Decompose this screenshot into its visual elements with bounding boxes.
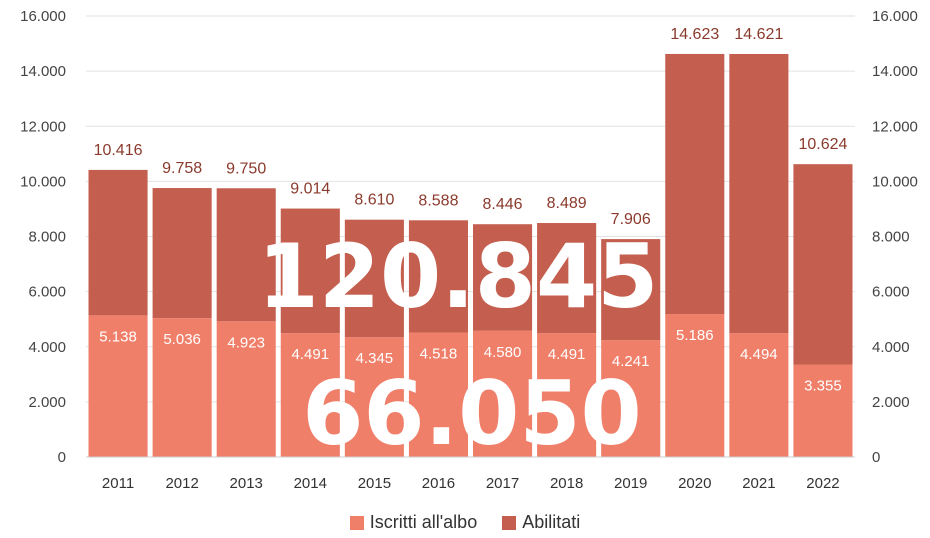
data-label-iscritti-2016: 4.518 bbox=[420, 345, 458, 362]
legend: Iscritti all'albo Abilitati bbox=[0, 512, 930, 535]
y-tick-label-right: 12.000 bbox=[872, 118, 918, 135]
bar-abilitati-2018 bbox=[537, 223, 597, 334]
bar-abilitati-2019 bbox=[601, 239, 661, 341]
y-tick-label-right: 6.000 bbox=[872, 284, 910, 301]
legend-item-iscritti: Iscritti all'albo bbox=[349, 512, 478, 533]
y-tick-label-left: 10.000 bbox=[20, 173, 66, 190]
bars: 5.138 10.416 5.036 9.758 4.923 9.750 4.491 9.01… bbox=[88, 26, 853, 457]
y-axis-left: 0 2.000 4.000 6.000 8.000 10.000 12.000 14.000 1… bbox=[20, 8, 66, 466]
bar-iscritti-2021 bbox=[729, 333, 789, 457]
bar-iscritti-2020 bbox=[665, 314, 725, 457]
bar-abilitati-2014 bbox=[280, 208, 340, 334]
y-tick-label-left: 12.000 bbox=[20, 118, 66, 135]
legend-swatch-iscritti bbox=[349, 515, 364, 530]
data-label-iscritti-2020: 5.186 bbox=[676, 327, 714, 344]
y-tick-label-left: 8.000 bbox=[28, 229, 66, 246]
data-label-total-2014: 9.014 bbox=[290, 181, 330, 198]
x-tick-label-2014: 2014 bbox=[294, 475, 327, 492]
y-tick-label-right: 4.000 bbox=[872, 339, 910, 356]
data-label-iscritti-2014: 4.491 bbox=[292, 346, 330, 363]
bar-iscritti-2014 bbox=[280, 333, 340, 457]
x-tick-label-2011: 2011 bbox=[102, 475, 134, 492]
data-label-iscritti-2015: 4.345 bbox=[356, 350, 394, 367]
y-tick-label-left: 4.000 bbox=[28, 339, 66, 356]
y-tick-label-right: 10.000 bbox=[872, 173, 918, 190]
bar-iscritti-2011 bbox=[88, 315, 148, 457]
data-label-iscritti-2012: 5.036 bbox=[163, 331, 201, 348]
data-label-iscritti-2022: 3.355 bbox=[804, 378, 842, 395]
bar-abilitati-2015 bbox=[344, 219, 404, 338]
bar-iscritti-2012 bbox=[152, 318, 212, 457]
y-tick-label-left: 0 bbox=[58, 449, 66, 466]
x-tick-label-2018: 2018 bbox=[550, 475, 583, 492]
x-axis: 2011 2012 2013 2014 2015 2016 2017 2018 2019 2020… bbox=[86, 456, 855, 492]
bar-abilitati-2022 bbox=[793, 164, 853, 365]
bar-abilitati-2012 bbox=[152, 188, 212, 319]
bar-iscritti-2022 bbox=[793, 364, 853, 457]
bar-iscritti-2015 bbox=[344, 337, 404, 457]
legend-item-abilitati: Abilitati bbox=[502, 512, 580, 533]
data-label-iscritti-2013: 4.923 bbox=[227, 334, 265, 351]
data-label-iscritti-2021: 4.494 bbox=[740, 346, 778, 363]
overlay-total-abilitati: 120.845 bbox=[258, 225, 659, 328]
data-label-total-2020: 14.623 bbox=[670, 26, 719, 43]
x-tick-label-2022: 2022 bbox=[806, 475, 839, 492]
legend-swatch-abilitati bbox=[502, 515, 517, 530]
y-tick-label-left: 16.000 bbox=[20, 8, 66, 25]
data-label-iscritti-2011: 5.138 bbox=[99, 328, 137, 345]
bar-iscritti-2017 bbox=[473, 330, 533, 457]
gridlines bbox=[86, 15, 855, 458]
bar-iscritti-2013 bbox=[216, 321, 276, 457]
data-label-total-2018: 8.489 bbox=[547, 195, 587, 212]
bar-iscritti-2019 bbox=[601, 340, 661, 457]
x-tick-label-2012: 2012 bbox=[165, 475, 198, 492]
data-label-iscritti-2019: 4.241 bbox=[612, 353, 650, 370]
y-tick-label-right: 2.000 bbox=[872, 394, 910, 411]
bar-iscritti-2018 bbox=[537, 333, 597, 457]
data-label-total-2016: 8.588 bbox=[418, 192, 458, 209]
x-tick-label-2020: 2020 bbox=[678, 475, 711, 492]
bar-iscritti-2016 bbox=[408, 332, 468, 457]
y-axis-right: 0 2.000 4.000 6.000 8.000 10.000 12.000 14.000 1… bbox=[872, 8, 918, 466]
x-tick-label-2015: 2015 bbox=[358, 475, 391, 492]
bar-abilitati-2017 bbox=[473, 224, 533, 331]
data-label-total-2021: 14.621 bbox=[734, 26, 783, 43]
data-label-total-2019: 7.906 bbox=[611, 211, 651, 228]
bar-abilitati-2011 bbox=[88, 169, 148, 316]
data-label-iscritti-2017: 4.580 bbox=[484, 344, 522, 361]
bar-abilitati-2021 bbox=[729, 54, 789, 334]
y-tick-label-right: 8.000 bbox=[872, 229, 910, 246]
x-tick-label-2019: 2019 bbox=[614, 475, 647, 492]
bar-abilitati-2020 bbox=[665, 53, 725, 315]
y-tick-label-right: 0 bbox=[872, 449, 880, 466]
x-tick-label-2016: 2016 bbox=[422, 475, 455, 492]
legend-label-abilitati: Abilitati bbox=[522, 512, 581, 532]
bar-abilitati-2013 bbox=[216, 188, 276, 322]
overlay-total-iscritti: 66.050 bbox=[302, 362, 642, 465]
data-label-total-2017: 8.446 bbox=[483, 196, 523, 213]
data-label-iscritti-2018: 4.491 bbox=[548, 346, 586, 363]
x-tick-label-2021: 2021 bbox=[742, 475, 775, 492]
x-tick-label-2017: 2017 bbox=[486, 475, 519, 492]
data-label-total-2012: 9.758 bbox=[162, 160, 202, 177]
data-label-total-2011: 10.416 bbox=[94, 142, 143, 159]
y-tick-label-right: 14.000 bbox=[872, 63, 918, 80]
y-tick-label-left: 2.000 bbox=[28, 394, 66, 411]
y-tick-label-right: 16.000 bbox=[872, 8, 918, 25]
x-tick-label-2013: 2013 bbox=[230, 475, 263, 492]
data-label-total-2013: 9.750 bbox=[226, 160, 266, 177]
legend-label-iscritti: Iscritti all'albo bbox=[369, 512, 478, 532]
bar-abilitati-2016 bbox=[408, 220, 468, 333]
data-label-total-2022: 10.624 bbox=[798, 136, 847, 153]
y-tick-label-left: 6.000 bbox=[28, 284, 66, 301]
data-label-total-2015: 8.610 bbox=[354, 192, 394, 209]
y-tick-label-left: 14.000 bbox=[20, 63, 66, 80]
